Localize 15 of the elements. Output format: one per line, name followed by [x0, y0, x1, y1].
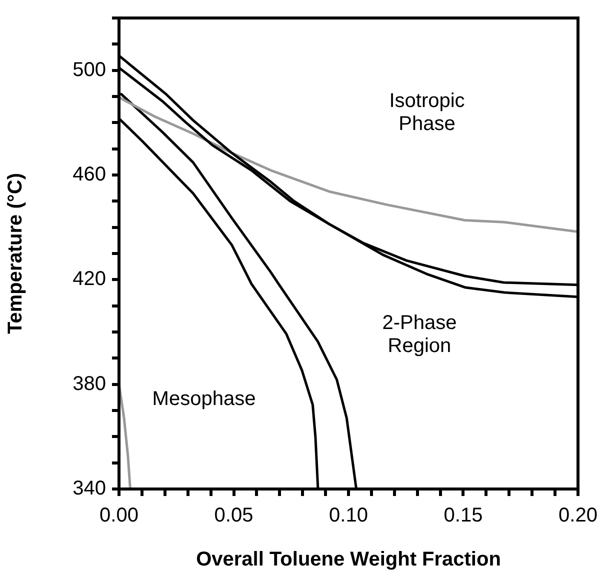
y-tick-label: 500 [72, 58, 106, 81]
x-tick-label: 0.10 [329, 504, 368, 527]
y-tick-label: 460 [72, 164, 106, 186]
x-tick-label: 0.00 [100, 504, 138, 527]
y-axis-title: Temperature (°C) [4, 173, 27, 334]
annotation: Mesophase [151, 388, 257, 411]
y-tick-label: 340 [72, 478, 106, 500]
x-tick-label: 0.15 [444, 504, 483, 527]
y-tick-label: 420 [72, 268, 106, 290]
x-axis-title: Overall Toluene Weight Fraction [196, 548, 501, 571]
annotation: Isotropic Phase [388, 90, 466, 136]
x-tick-label: 0.20 [558, 504, 598, 527]
y-tick-label: 380 [72, 372, 106, 395]
annotation: 2-Phase Region [381, 312, 458, 358]
x-tick-label: 0.05 [214, 504, 254, 527]
